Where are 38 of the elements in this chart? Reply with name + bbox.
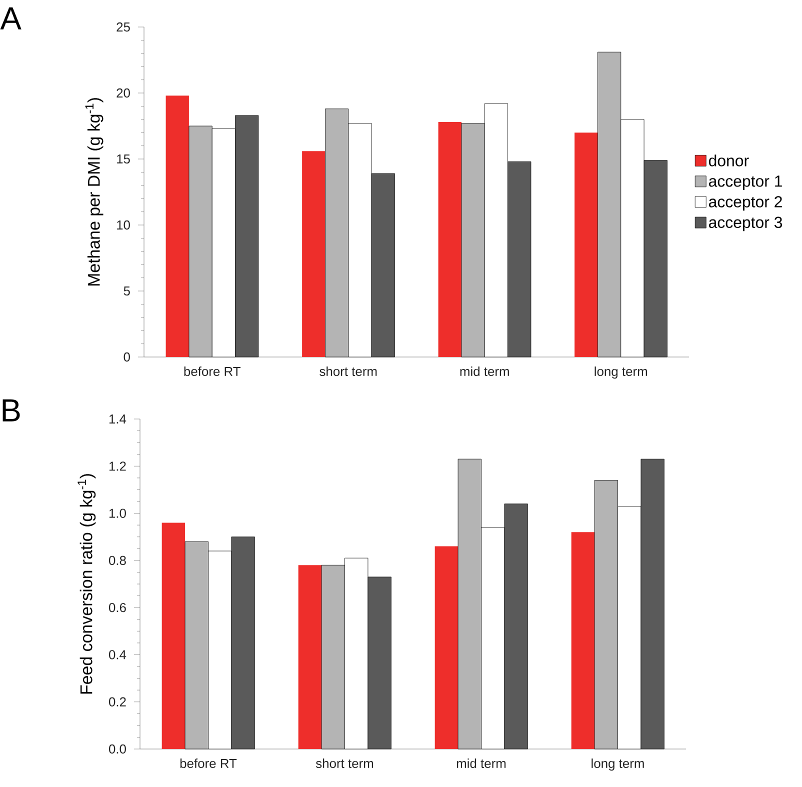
y-tick-label: 10 [117,220,130,230]
y-tick-label: 0 [124,352,130,362]
legend-label: donor [708,154,749,166]
x-tick-label: before RT [184,366,240,376]
bar [434,546,458,750]
y-tick-label: 25 [116,22,130,32]
legend-label: acceptor 3 [708,216,782,232]
bar [571,532,595,750]
x-tick-label: short term [320,366,377,376]
x-tick-label: long term [592,758,644,771]
y-tick-label: 0.0 [108,744,126,754]
x-tick-label: long term [594,366,647,379]
legend-label: acceptor 1 [708,176,782,190]
text: B [2,399,20,422]
y-tick-label: 15 [117,154,130,164]
x-tick-label: short term [316,758,374,768]
bar [574,132,598,358]
y-tick-label: 1.2 [109,462,126,471]
bar [166,96,189,358]
y-tick-label: 0.8 [108,556,126,566]
x-tick-label: mid term [460,366,509,376]
x-tick-label: before RT [180,758,237,768]
y-tick-label: 0.4 [108,650,126,660]
bar [438,122,462,358]
y-tick-label: 5 [124,286,130,296]
y-tick-label: 1.4 [109,414,126,424]
y-axis-title: Methane per DMI (g kg$^{-1}$) [85,98,104,286]
text: A [0,7,22,30]
y-tick-label: 0.2 [108,697,126,706]
y-tick-label: 0.6 [108,602,126,612]
y-tick-label: 1.0 [109,508,126,518]
legend-label: acceptor 2 [708,196,782,211]
bar [298,565,322,750]
y-tick-label: 20 [116,88,130,98]
y-axis-title: Feed conversion ratio (g kg$^{-1}$) [78,474,96,694]
x-tick-label: mid term [456,758,506,768]
bar [302,151,326,358]
bar [162,522,186,750]
